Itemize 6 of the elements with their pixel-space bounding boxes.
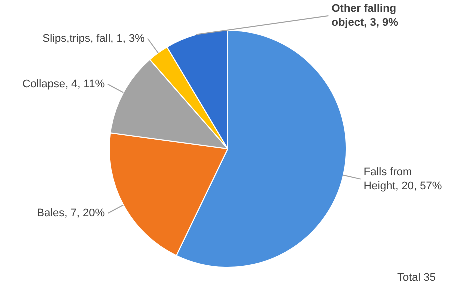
text: Total 35 bbox=[397, 272, 436, 284]
slice-label: Bales, 7, 20% bbox=[37, 208, 106, 220]
slice-label: Other falling object, 3, 9% bbox=[332, 3, 399, 30]
slice-label: Falls from Height, 20, 57% bbox=[364, 166, 442, 192]
slice-label: Collapse, 4, 11% bbox=[22, 78, 106, 90]
slice-label: Slips,trips, fall, 1, 3% bbox=[42, 32, 146, 45]
